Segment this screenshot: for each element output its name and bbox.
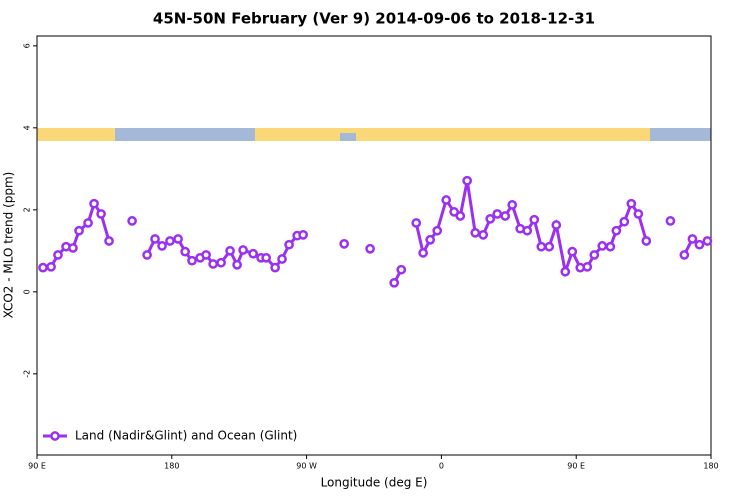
y-axis-label: XCO2 - MLO trend (ppm) bbox=[2, 172, 16, 319]
data-point bbox=[68, 243, 78, 253]
data-point bbox=[485, 214, 496, 224]
chart-title: 45N-50N February (Ver 9) 2014-09-06 to 2… bbox=[153, 10, 595, 28]
data-point bbox=[418, 248, 428, 258]
data-point bbox=[687, 234, 698, 244]
data-point bbox=[470, 227, 481, 238]
ocean bbox=[650, 128, 711, 141]
data-point bbox=[238, 245, 248, 255]
data-point bbox=[127, 216, 137, 226]
data-point bbox=[425, 234, 436, 245]
data-point bbox=[605, 241, 616, 252]
data-point bbox=[83, 218, 93, 228]
legend: Land (Nadir&Glint) and Ocean (Glint) bbox=[43, 429, 297, 443]
data-point bbox=[96, 209, 106, 219]
data-point bbox=[298, 229, 309, 240]
legend-label: Land (Nadir&Glint) and Ocean (Glint) bbox=[75, 429, 297, 443]
data-point bbox=[216, 257, 226, 268]
data-point bbox=[567, 246, 578, 257]
data-point bbox=[500, 211, 511, 221]
data-point bbox=[284, 239, 294, 250]
data-point bbox=[478, 229, 489, 240]
data-point bbox=[441, 195, 452, 205]
data-point bbox=[455, 211, 466, 221]
y-tick-label: -2 bbox=[23, 370, 32, 378]
data-point bbox=[261, 252, 272, 263]
plot-frame bbox=[36, 35, 712, 456]
x-tick-label: 180 bbox=[164, 462, 179, 471]
data-point bbox=[633, 209, 644, 219]
data-point bbox=[248, 248, 258, 259]
data-point bbox=[702, 236, 713, 246]
data-point bbox=[74, 225, 84, 236]
data-point bbox=[611, 225, 622, 236]
data-point bbox=[529, 214, 540, 225]
data-point bbox=[46, 261, 56, 272]
ocean bbox=[340, 133, 356, 141]
data-point bbox=[225, 245, 235, 256]
data-point bbox=[582, 261, 593, 272]
data-point bbox=[173, 234, 183, 244]
y-tick-label: 4 bbox=[23, 125, 32, 130]
map-strip bbox=[37, 128, 711, 141]
data-point bbox=[560, 266, 571, 277]
data-point bbox=[432, 225, 443, 236]
data-point bbox=[339, 239, 350, 249]
y-tick-label: 2 bbox=[23, 207, 32, 212]
x-tick-label: 90 E bbox=[567, 462, 585, 471]
data-point bbox=[208, 259, 218, 269]
ocean bbox=[115, 128, 255, 141]
data-point bbox=[38, 262, 48, 273]
data-point bbox=[492, 209, 503, 219]
data-point bbox=[507, 200, 518, 210]
data-point bbox=[641, 236, 652, 246]
data-point bbox=[180, 246, 190, 257]
data-point bbox=[389, 277, 400, 288]
data-point bbox=[679, 250, 690, 260]
x-tick-label: 90 W bbox=[296, 462, 317, 471]
data-point bbox=[365, 243, 375, 254]
data-point bbox=[665, 216, 676, 226]
data-point bbox=[157, 241, 167, 251]
data-point bbox=[536, 241, 547, 252]
data-point bbox=[411, 218, 422, 228]
data-point bbox=[165, 236, 175, 246]
data-point bbox=[544, 241, 555, 252]
data-point bbox=[53, 250, 63, 260]
data-point bbox=[626, 198, 637, 209]
data-point bbox=[89, 198, 99, 209]
data-point bbox=[270, 262, 280, 273]
data-point bbox=[551, 220, 562, 230]
x-tick-label: 90 E bbox=[28, 462, 46, 471]
data-point bbox=[142, 250, 152, 260]
x-tick-label: 180 bbox=[703, 462, 718, 471]
data-point bbox=[589, 250, 600, 260]
data-point bbox=[619, 216, 630, 227]
data-point bbox=[201, 250, 211, 260]
data-point bbox=[694, 239, 705, 250]
data-point bbox=[396, 264, 407, 275]
x-axis-label: Longitude (deg E) bbox=[321, 476, 428, 490]
legend-marker bbox=[50, 431, 60, 441]
series-line bbox=[42, 200, 111, 270]
data-point bbox=[104, 236, 114, 246]
data-point bbox=[597, 241, 608, 251]
data-point bbox=[150, 234, 160, 244]
y-tick-label: 0 bbox=[23, 289, 32, 294]
data-point bbox=[187, 255, 197, 266]
data-point bbox=[522, 225, 533, 236]
data-point bbox=[277, 254, 287, 264]
y-tick-label: 6 bbox=[23, 43, 32, 48]
x-tick-label: 0 bbox=[439, 462, 444, 471]
data-point bbox=[232, 259, 242, 270]
data-point bbox=[462, 175, 473, 186]
